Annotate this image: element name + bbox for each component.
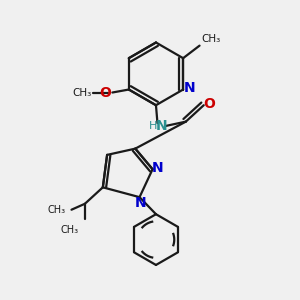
Text: N: N	[152, 161, 164, 175]
Text: CH₃: CH₃	[72, 88, 92, 98]
Text: N: N	[135, 196, 147, 209]
Text: CH₃: CH₃	[201, 34, 220, 44]
Text: CH₃: CH₃	[47, 205, 65, 215]
Text: N: N	[184, 81, 196, 95]
Text: H: H	[149, 121, 157, 131]
Text: N: N	[156, 119, 168, 133]
Text: CH₃: CH₃	[61, 225, 79, 235]
Text: O: O	[203, 97, 215, 111]
Text: O: O	[99, 85, 111, 100]
